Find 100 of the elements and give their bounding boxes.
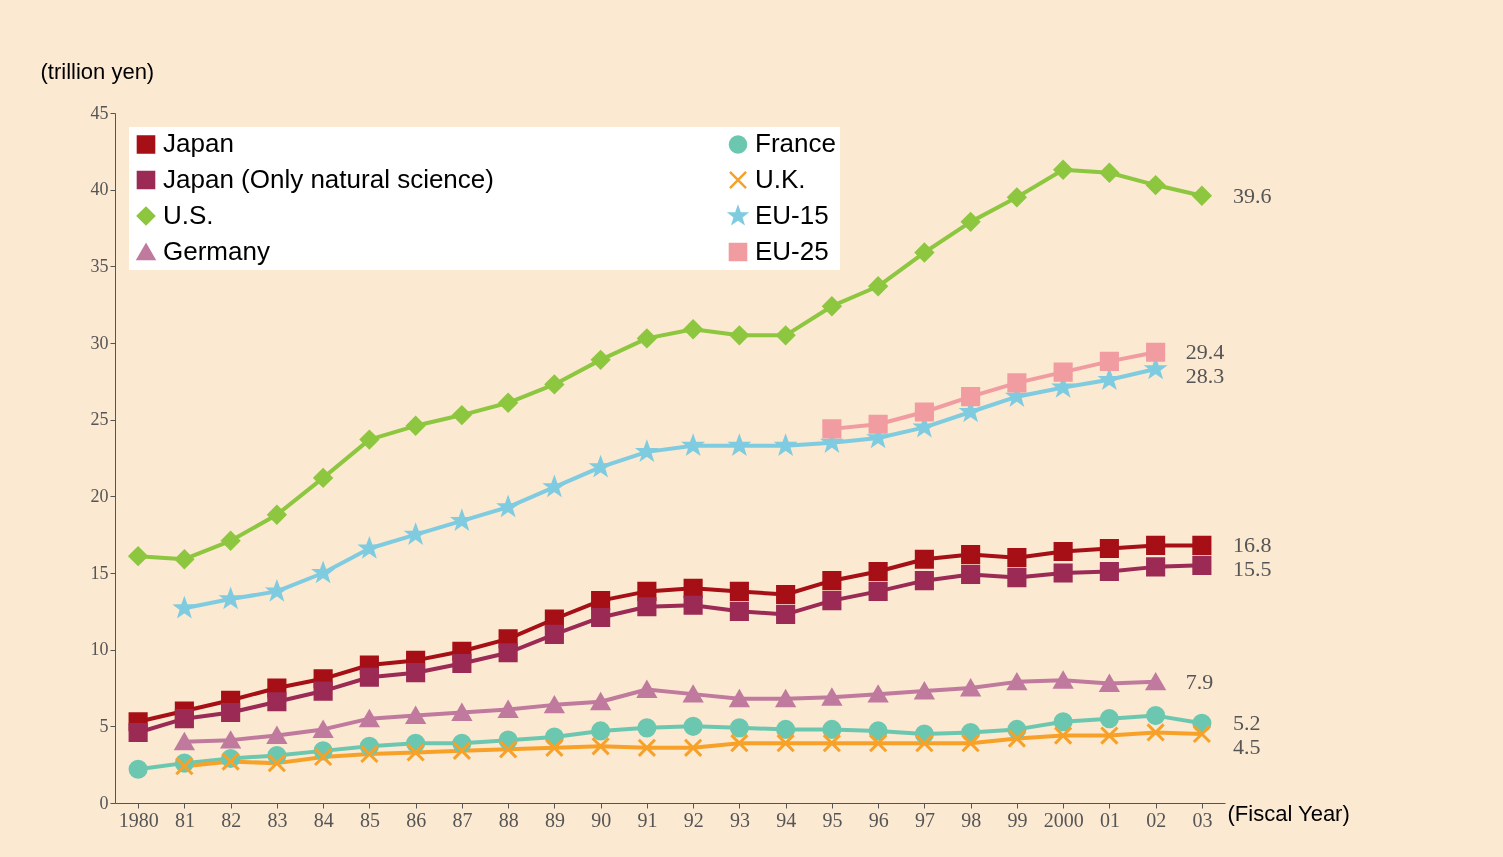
point [1146,535,1166,555]
point [1053,712,1073,732]
point [544,624,564,644]
point [267,692,287,712]
legend-label: EU-25 [755,236,829,266]
point [961,212,981,232]
point [822,733,842,753]
point [683,595,703,615]
point [313,720,333,738]
point [591,693,611,711]
point [174,549,194,569]
point [776,733,796,753]
point [637,597,657,617]
y-tick-label: 25 [90,409,109,430]
x-tick-label: 01 [1099,808,1120,831]
y-tick-label: 45 [90,102,109,123]
point [961,545,981,565]
point [1146,706,1166,726]
y-tick-label: 40 [90,179,109,200]
y-tick-label: 35 [90,255,109,276]
point [1099,351,1119,371]
point [313,681,333,701]
point [591,721,611,741]
point [1099,709,1119,729]
point [776,604,796,624]
point [1192,555,1212,575]
point [1007,568,1027,588]
point [1053,671,1073,689]
x-tick-label: 86 [406,808,427,831]
point [1146,175,1166,195]
point [914,733,934,753]
legend-label: EU-15 [755,200,829,230]
point [683,319,703,339]
y-tick-label: 5 [99,715,109,736]
y-tick-label: 30 [90,332,109,353]
point [174,709,194,729]
legend-label: U.S. [163,200,214,230]
x-tick-label: 98 [961,808,982,831]
annotation: 5.2 [1232,710,1261,736]
point [1099,725,1119,746]
point [591,607,611,628]
x-tick-label: 85 [359,808,380,831]
point [1007,548,1027,568]
point [729,690,749,708]
point [313,747,333,767]
point [498,393,518,413]
point [359,710,379,728]
point [683,738,703,758]
point [729,325,749,345]
point [822,719,842,739]
x-tick-label: 99 [1007,808,1028,831]
x-tick-label: 93 [729,808,750,831]
point [1099,163,1119,183]
x-tick-label: 94 [776,808,797,831]
point [961,387,981,407]
point [1192,535,1212,555]
point [683,685,703,703]
point [1146,342,1166,362]
point [1053,541,1073,562]
point [822,688,842,706]
point [452,405,472,425]
point [637,681,657,699]
x-tick-label: 96 [868,808,889,831]
point [637,738,657,758]
y-tick-label: 20 [90,485,109,506]
point [729,718,749,738]
x-tick-label: 90 [591,808,612,831]
point [776,719,796,739]
legend-label: U.K. [755,164,806,194]
point [267,505,287,525]
point [1007,729,1027,749]
point [868,733,888,753]
point [868,414,888,434]
point [914,549,934,569]
point [1099,538,1119,559]
x-axis-title: (Fiscal Year) [1227,800,1350,826]
point [498,739,518,759]
point [1007,187,1027,207]
x-tick-label: 84 [313,808,334,831]
point [868,685,888,703]
x-tick-label: 2000 [1043,808,1084,831]
point [822,419,842,439]
point [128,546,148,566]
point [1099,561,1119,582]
point [544,738,564,758]
point [313,468,333,488]
point [452,653,472,674]
point [1053,725,1073,746]
point [498,700,518,718]
point [128,722,148,743]
point [221,702,241,723]
point [637,328,657,348]
point [591,591,611,611]
point [1192,724,1212,744]
point [1099,674,1119,692]
annotation: 7.9 [1185,668,1214,694]
x-tick-label: 89 [544,808,565,831]
x-tick-label: 97 [914,808,935,831]
x-tick-label: 91 [637,808,658,831]
point [914,682,934,700]
